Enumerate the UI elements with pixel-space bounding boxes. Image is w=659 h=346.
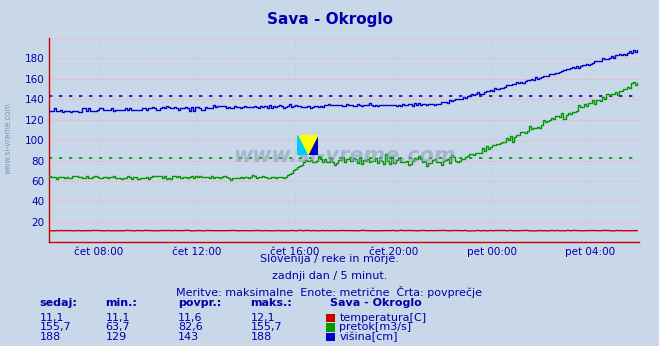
Text: pretok[m3/s]: pretok[m3/s]: [339, 322, 411, 333]
Text: 11,1: 11,1: [105, 313, 130, 323]
Text: sedaj:: sedaj:: [40, 298, 77, 308]
Text: min.:: min.:: [105, 298, 137, 308]
Text: višina[cm]: višina[cm]: [339, 331, 398, 342]
Text: 12,1: 12,1: [250, 313, 275, 323]
Text: temperatura[C]: temperatura[C]: [339, 313, 426, 323]
Text: www.si-vreme.com: www.si-vreme.com: [233, 146, 455, 166]
Text: Meritve: maksimalne  Enote: metrične  Črta: povprečje: Meritve: maksimalne Enote: metrične Črta…: [177, 286, 482, 299]
Text: Sava - Okroglo: Sava - Okroglo: [330, 298, 421, 308]
Text: 11,6: 11,6: [178, 313, 202, 323]
Text: zadnji dan / 5 minut.: zadnji dan / 5 minut.: [272, 271, 387, 281]
Text: 188: 188: [40, 332, 61, 342]
Text: 129: 129: [105, 332, 127, 342]
Text: Slovenija / reke in morje.: Slovenija / reke in morje.: [260, 254, 399, 264]
Text: 63,7: 63,7: [105, 322, 130, 333]
Text: maks.:: maks.:: [250, 298, 292, 308]
Text: 155,7: 155,7: [40, 322, 71, 333]
Text: 188: 188: [250, 332, 272, 342]
Text: 155,7: 155,7: [250, 322, 282, 333]
Text: 143: 143: [178, 332, 199, 342]
Text: Sava - Okroglo: Sava - Okroglo: [266, 12, 393, 27]
Text: 11,1: 11,1: [40, 313, 64, 323]
Text: povpr.:: povpr.:: [178, 298, 221, 308]
Text: www.si-vreme.com: www.si-vreme.com: [3, 102, 13, 174]
Text: 82,6: 82,6: [178, 322, 203, 333]
